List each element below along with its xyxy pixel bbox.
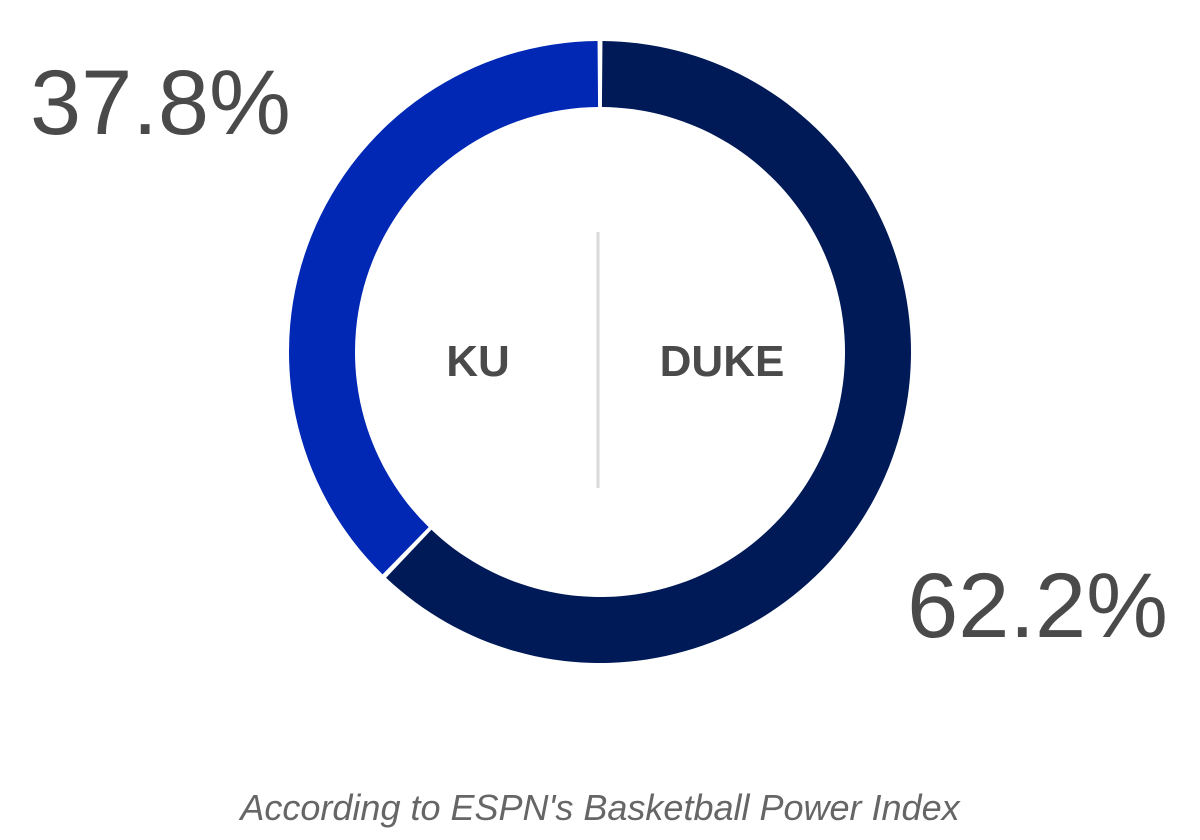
ku-percent-label: 37.8% xyxy=(30,52,291,154)
source-caption: According to ESPN's Basketball Power Ind… xyxy=(238,787,961,828)
ku-team-label: KU xyxy=(446,337,510,386)
duke-slice xyxy=(386,41,912,664)
donut-ring xyxy=(289,41,912,664)
ku-slice xyxy=(289,41,599,575)
duke-percent-label: 62.2% xyxy=(907,555,1168,657)
duke-team-label: DUKE xyxy=(660,337,785,386)
